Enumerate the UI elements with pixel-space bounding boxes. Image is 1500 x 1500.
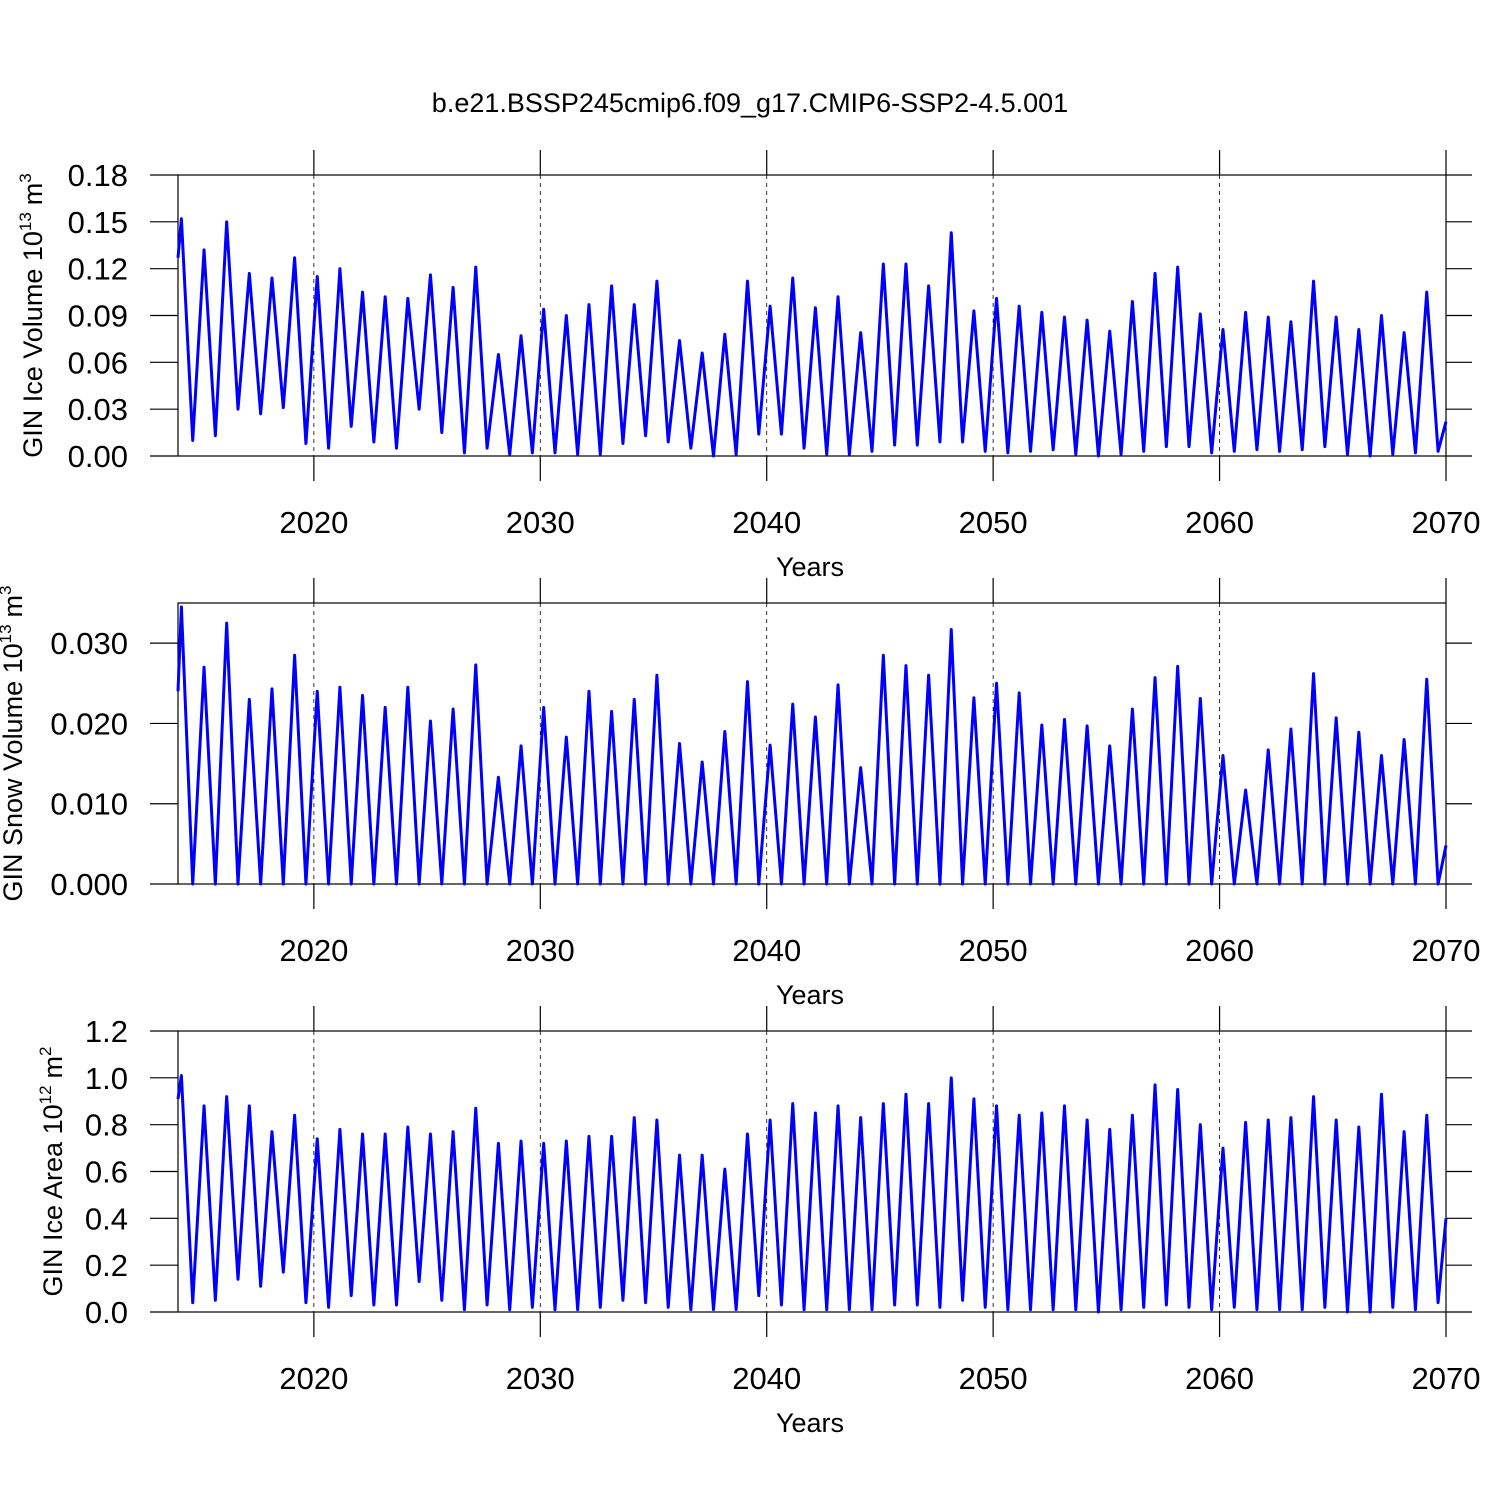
y-tick-label: 0.12: [68, 252, 128, 287]
y-axis-label: GIN Snow Volume 1013 m3: [0, 585, 28, 901]
y-axis-label-exponent: 3: [0, 585, 15, 594]
y-axis-label-exponent: 13: [16, 212, 35, 231]
y-axis-label-part: GIN Ice Volume 10: [18, 231, 48, 458]
y-tick-label: 0.0: [85, 1295, 128, 1330]
x-tick-label: 2030: [506, 933, 575, 968]
data-line: [176, 217, 1448, 458]
x-tick-label: 2030: [506, 505, 575, 540]
x-tick-label: 2020: [279, 1361, 348, 1396]
x-tick-label: 2070: [1412, 505, 1481, 540]
x-tick-label: 2040: [732, 933, 801, 968]
y-tick-label: 0.00: [68, 439, 128, 474]
y-axis-label-exponent: 2: [36, 1047, 55, 1056]
x-tick-label: 2070: [1412, 1361, 1481, 1396]
y-tick-label: 0.010: [50, 787, 128, 822]
y-axis-label-part: m: [0, 595, 28, 618]
y-tick-label: 1.0: [85, 1061, 128, 1096]
y-axis-label-part: GIN Ice Area 10: [38, 1104, 68, 1296]
y-axis-label-exponent: 3: [16, 173, 35, 182]
x-tick-label: 2060: [1185, 933, 1254, 968]
data-line: [176, 1073, 1448, 1314]
plot-frame: [177, 602, 1447, 885]
y-tick-label: 0.8: [85, 1108, 128, 1143]
x-tick-label: 2050: [959, 1361, 1028, 1396]
y-axis-label-part: m: [18, 183, 48, 206]
y-axis-label: GIN Ice Area 1012 m2: [36, 1047, 68, 1297]
y-tick-label: 0.020: [50, 706, 128, 741]
y-tick-label: 0.15: [68, 205, 128, 240]
y-axis-label: GIN Ice Volume 1013 m3: [16, 173, 48, 458]
x-tick-label: 2060: [1185, 1361, 1254, 1396]
y-axis-label-part: GIN Snow Volume 10: [0, 643, 28, 901]
y-tick-label: 0.4: [85, 1201, 128, 1236]
y-axis-label-part: m: [38, 1056, 68, 1079]
x-tick-label: 2020: [279, 933, 348, 968]
y-tick-label: 0.000: [50, 867, 128, 902]
x-axis-label: Years: [776, 980, 844, 1010]
y-tick-label: 0.03: [68, 392, 128, 427]
x-tick-label: 2050: [959, 505, 1028, 540]
x-tick-label: 2050: [959, 933, 1028, 968]
x-tick-label: 2030: [506, 1361, 575, 1396]
x-tick-label: 2020: [279, 505, 348, 540]
x-tick-label: 2040: [732, 505, 801, 540]
figure-title: b.e21.BSSP245cmip6.f09_g17.CMIP6-SSP2-4.…: [432, 88, 1068, 118]
x-axis-label: Years: [776, 1408, 844, 1438]
y-axis-label-exponent: 13: [0, 624, 15, 643]
x-tick-label: 2040: [732, 1361, 801, 1396]
x-tick-label: 2060: [1185, 505, 1254, 540]
x-axis-label: Years: [776, 552, 844, 582]
x-tick-label: 2070: [1412, 933, 1481, 968]
y-tick-label: 0.18: [68, 158, 128, 193]
y-tick-label: 0.06: [68, 345, 128, 380]
y-tick-label: 0.09: [68, 299, 128, 334]
y-tick-label: 0.2: [85, 1248, 128, 1283]
plot-frame: [177, 174, 1447, 457]
y-tick-label: 0.6: [85, 1155, 128, 1190]
y-axis-label-exponent: 12: [36, 1085, 55, 1104]
y-tick-label: 1.2: [85, 1014, 128, 1049]
data-line: [176, 605, 1448, 886]
y-tick-label: 0.030: [50, 626, 128, 661]
